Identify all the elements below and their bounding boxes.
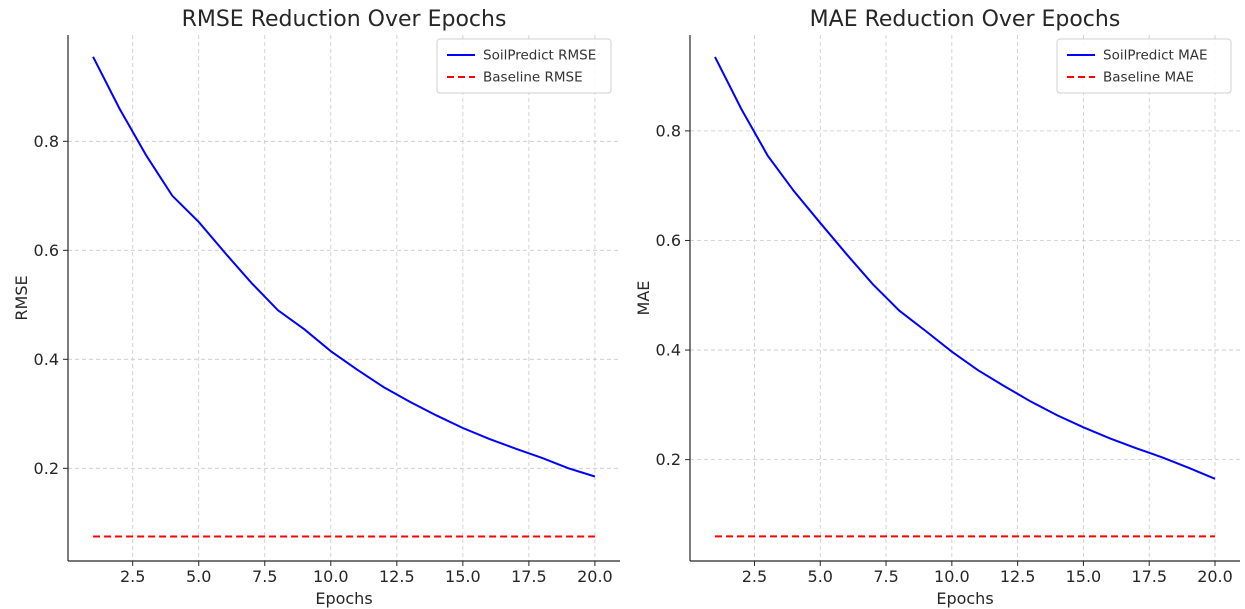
legend-label: SoilPredict MAE [1103, 48, 1208, 64]
y-tick-label: 0.6 [34, 241, 59, 260]
x-tick-label: 20.0 [577, 567, 613, 586]
x-tick-label: 7.5 [252, 567, 277, 586]
series-line-soilpredict-mae [714, 56, 1216, 480]
legend-label: Baseline RMSE [483, 70, 583, 86]
y-axis-label: MAE [634, 281, 653, 316]
x-tick-label: 15.0 [1066, 567, 1102, 586]
y-tick-label: 0.4 [34, 350, 59, 369]
x-tick-label: 5.0 [808, 567, 833, 586]
y-tick-label: 0.2 [34, 459, 59, 478]
legend: SoilPredict RMSE Baseline RMSE [436, 38, 612, 94]
x-tick-label: 12.5 [1000, 567, 1036, 586]
y-tick-label: 0.2 [656, 450, 681, 469]
y-tick-label: 0.8 [656, 121, 681, 140]
legend-label: Baseline MAE [1103, 70, 1194, 86]
x-tick-label: 20.0 [1197, 567, 1233, 586]
x-axis-label: Epochs [936, 589, 993, 608]
x-axis-label: Epochs [315, 589, 372, 608]
y-tick-label: 0.4 [656, 341, 681, 360]
x-tick-label: 15.0 [445, 567, 481, 586]
y-axis-label: RMSE [12, 275, 31, 320]
chart-title: MAE Reduction Over Epochs [810, 7, 1121, 32]
x-tick-label: 7.5 [873, 567, 898, 586]
legend-box [1056, 38, 1232, 94]
x-tick-label: 17.5 [1131, 567, 1167, 586]
x-tick-label: 12.5 [379, 567, 415, 586]
chart-title: RMSE Reduction Over Epochs [182, 7, 507, 32]
chart-panel-2: 2.5 5.0 7.5 10.0 12.5 15.0 17.5 20.0 0.2 0.4 0.6 0.… [634, 7, 1240, 608]
x-tick-label: 10.0 [934, 567, 970, 586]
y-tick-label: 0.8 [34, 132, 59, 151]
x-tick-label: 5.0 [186, 567, 211, 586]
x-tick-label: 2.5 [120, 567, 145, 586]
x-tick-label: 2.5 [742, 567, 767, 586]
chart-panel-1: 2.5 5.0 7.5 10.0 12.5 15.0 17.5 20.0 0.2 0.4 0.6 0.… [12, 7, 620, 608]
legend-label: SoilPredict RMSE [483, 48, 596, 64]
series-line-soilpredict-rmse [92, 56, 596, 478]
y-tick-label: 0.6 [656, 231, 681, 250]
x-tick-label: 10.0 [313, 567, 349, 586]
x-tick-label: 17.5 [511, 567, 547, 586]
legend-box [436, 38, 612, 94]
legend: SoilPredict MAE Baseline MAE [1056, 38, 1232, 94]
